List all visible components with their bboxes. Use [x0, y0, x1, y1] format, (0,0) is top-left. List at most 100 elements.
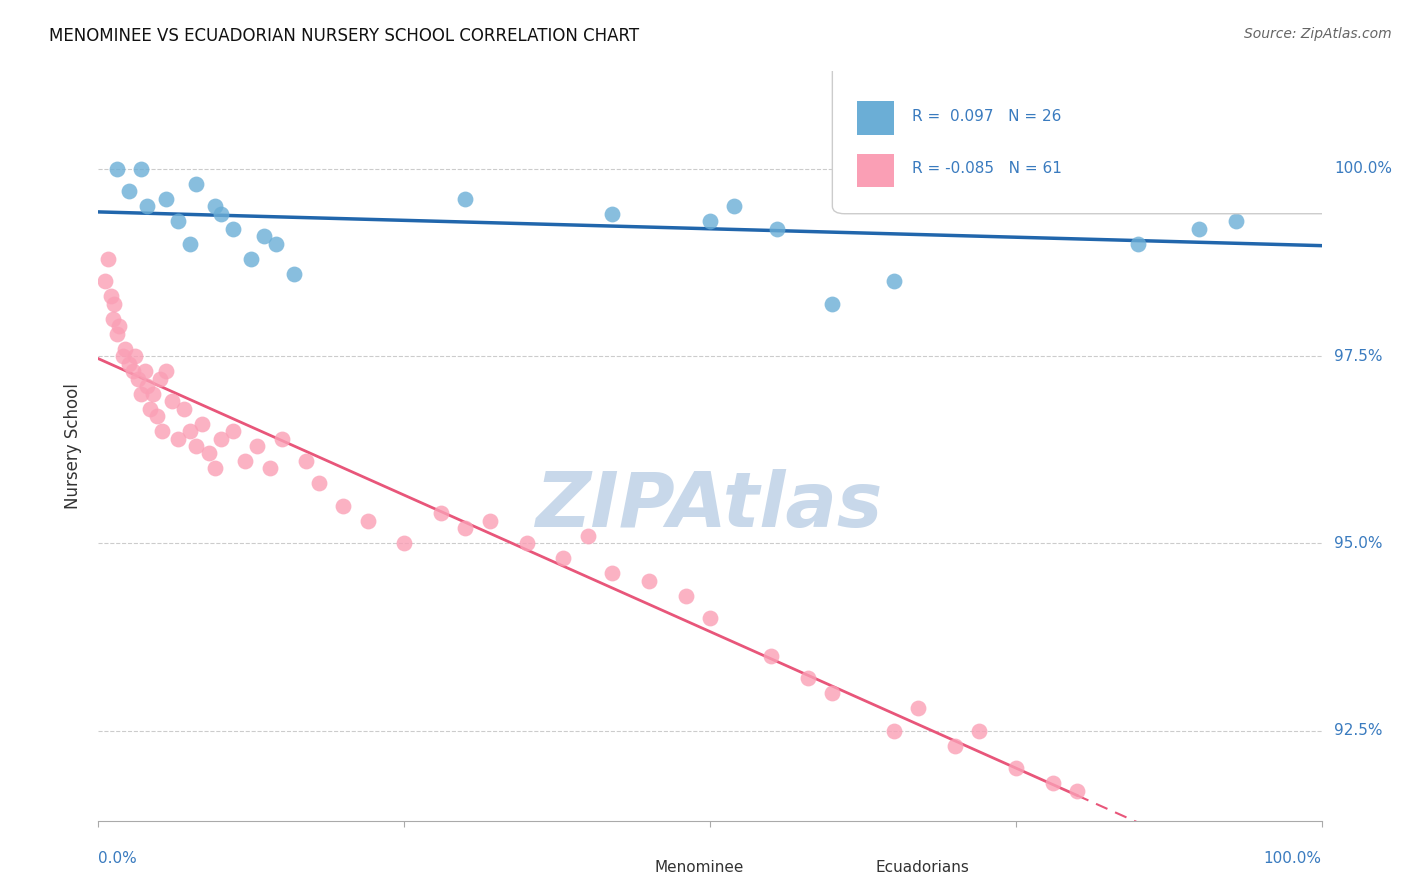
Point [332, 499, 354, 513]
Text: R =  0.097   N = 26: R = 0.097 N = 26 [912, 109, 1062, 124]
Point [129, 161, 152, 176]
Point [136, 199, 159, 213]
Point [97, 252, 120, 266]
Point [191, 417, 214, 431]
Point [118, 357, 141, 371]
Point [136, 379, 159, 393]
Point [160, 394, 183, 409]
Text: 95.0%: 95.0% [1334, 536, 1382, 551]
Point [124, 349, 146, 363]
Point [600, 207, 623, 221]
Text: 97.5%: 97.5% [1334, 349, 1382, 364]
Point [392, 536, 416, 550]
Point [600, 566, 623, 581]
Point [118, 184, 141, 198]
Point [883, 274, 905, 288]
Point [478, 514, 501, 528]
Point [222, 424, 245, 438]
Text: Ecuadorians: Ecuadorians [875, 861, 969, 875]
Point [1042, 776, 1064, 790]
Point [1128, 236, 1150, 251]
Point [240, 252, 263, 266]
Point [108, 319, 131, 334]
Text: Menominee: Menominee [655, 861, 744, 875]
Point [103, 296, 125, 310]
Point [111, 349, 134, 363]
Bar [856, 153, 894, 187]
Point [797, 671, 820, 685]
Y-axis label: Nursery School: Nursery School [65, 383, 83, 509]
Point [723, 199, 745, 213]
Point [430, 507, 453, 521]
Point [100, 289, 122, 303]
Point [699, 611, 721, 625]
Text: 100.0%: 100.0% [1334, 161, 1392, 177]
Point [699, 214, 721, 228]
Bar [832, 858, 863, 877]
Point [179, 236, 201, 251]
Point [259, 461, 281, 475]
Point [1066, 192, 1088, 206]
Point [209, 432, 232, 446]
Point [1188, 221, 1211, 235]
Point [883, 723, 905, 738]
Point [101, 311, 124, 326]
Text: 100.0%: 100.0% [1264, 851, 1322, 865]
FancyBboxPatch shape [832, 64, 1346, 214]
Point [553, 551, 575, 566]
Point [173, 401, 195, 416]
Point [222, 221, 245, 235]
Point [197, 446, 219, 460]
Text: Source: ZipAtlas.com: Source: ZipAtlas.com [1244, 27, 1392, 41]
Bar [612, 858, 643, 877]
Point [821, 296, 844, 310]
Point [150, 424, 173, 438]
Point [967, 723, 990, 738]
Point [142, 386, 165, 401]
Point [283, 267, 305, 281]
Point [139, 401, 162, 416]
Text: ZIPAtlas: ZIPAtlas [536, 469, 884, 543]
Point [186, 439, 208, 453]
Point [637, 574, 661, 588]
Point [1225, 214, 1247, 228]
Point [121, 364, 143, 378]
Point [246, 439, 269, 453]
Point [186, 177, 208, 191]
Point [167, 432, 190, 446]
Point [204, 461, 226, 475]
Point [146, 409, 169, 423]
Point [105, 326, 128, 341]
Point [308, 476, 330, 491]
Point [179, 424, 201, 438]
Point [127, 371, 149, 385]
Point [454, 192, 477, 206]
Point [821, 686, 844, 700]
Point [675, 589, 697, 603]
Point [576, 529, 599, 543]
Bar [856, 102, 894, 135]
Point [114, 342, 136, 356]
Point [1066, 783, 1088, 797]
Point [264, 236, 287, 251]
Point [129, 386, 152, 401]
Point [295, 454, 318, 468]
Point [943, 739, 966, 753]
Text: 0.0%: 0.0% [98, 851, 138, 865]
Point [134, 364, 156, 378]
Point [105, 161, 128, 176]
Point [149, 371, 172, 385]
Point [233, 454, 256, 468]
Text: MENOMINEE VS ECUADORIAN NURSERY SCHOOL CORRELATION CHART: MENOMINEE VS ECUADORIAN NURSERY SCHOOL C… [49, 27, 640, 45]
Point [252, 229, 274, 244]
Point [155, 192, 177, 206]
Text: R = -0.085   N = 61: R = -0.085 N = 61 [912, 161, 1062, 177]
Point [454, 521, 477, 535]
Point [93, 274, 115, 288]
Point [516, 536, 538, 550]
Point [907, 701, 929, 715]
Point [209, 207, 232, 221]
Point [761, 648, 783, 663]
Point [155, 364, 177, 378]
Point [356, 514, 378, 528]
